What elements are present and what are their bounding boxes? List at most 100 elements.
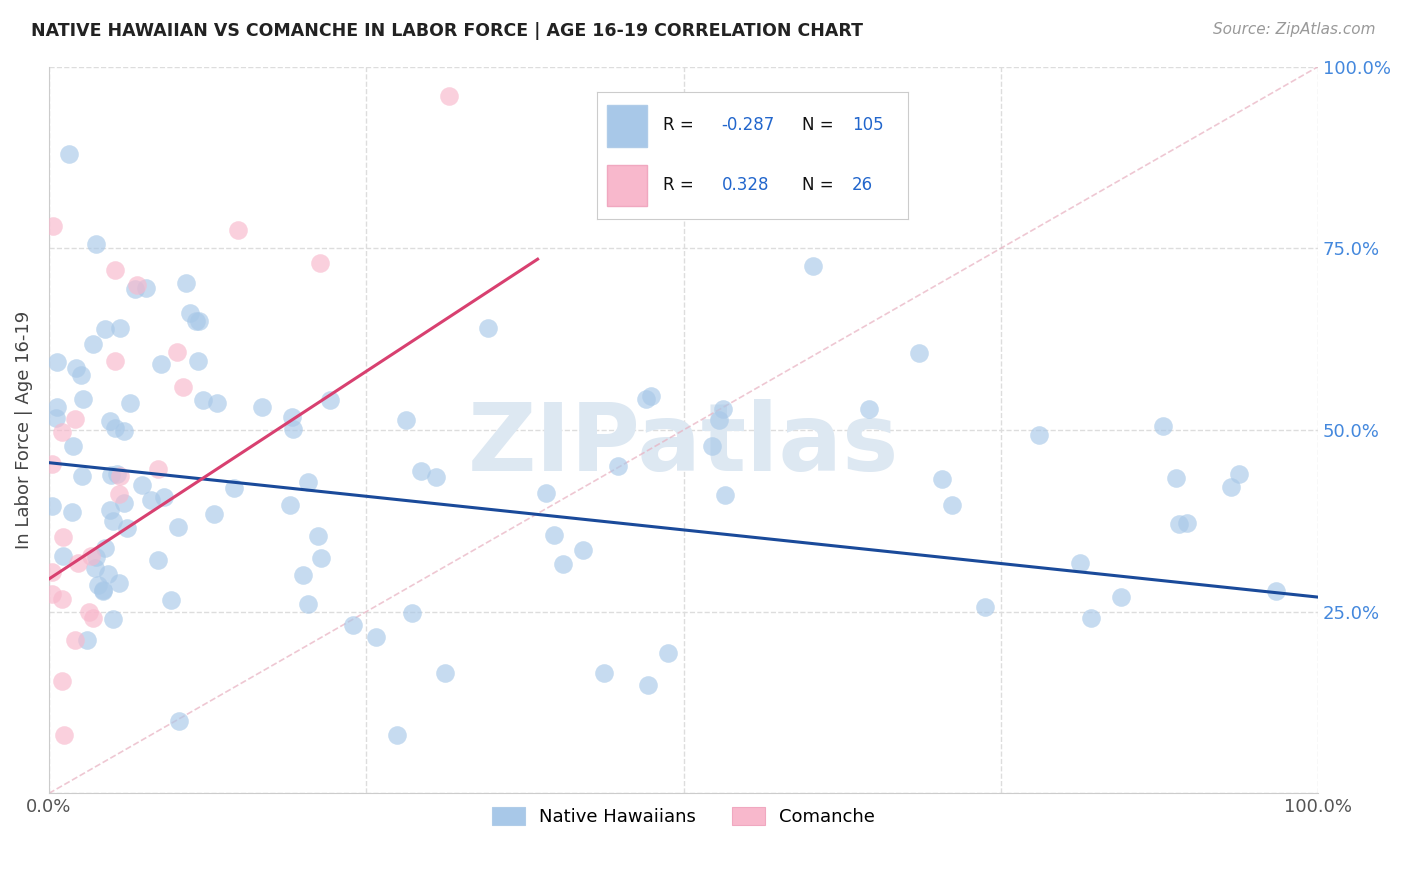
- Comanche: [52, 530, 75, 544]
- Native Hawaiians: [342, 617, 364, 632]
- Comanche: [125, 278, 148, 293]
- Native Hawaiians: [94, 541, 117, 556]
- Native Hawaiians: [1177, 516, 1199, 530]
- Native Hawaiians: [62, 439, 84, 453]
- Native Hawaiians: [395, 413, 418, 427]
- Native Hawaiians: [707, 413, 730, 427]
- Native Hawaiians: [160, 593, 183, 607]
- Native Hawaiians: [112, 495, 135, 509]
- Native Hawaiians: [84, 237, 107, 252]
- Native Hawaiians: [711, 401, 734, 416]
- Native Hawaiians: [551, 557, 574, 571]
- Native Hawaiians: [534, 486, 557, 500]
- Native Hawaiians: [702, 439, 724, 453]
- Y-axis label: In Labor Force | Age 16-19: In Labor Force | Age 16-19: [15, 310, 32, 549]
- Native Hawaiians: [98, 503, 121, 517]
- Comanche: [66, 556, 89, 570]
- Native Hawaiians: [657, 646, 679, 660]
- Native Hawaiians: [477, 321, 499, 335]
- Comanche: [41, 457, 63, 471]
- Native Hawaiians: [1080, 611, 1102, 625]
- Native Hawaiians: [1264, 583, 1286, 598]
- Comanche: [146, 462, 169, 476]
- Native Hawaiians: [425, 469, 447, 483]
- Native Hawaiians: [278, 498, 301, 512]
- Native Hawaiians: [1152, 419, 1174, 434]
- Native Hawaiians: [637, 678, 659, 692]
- Native Hawaiians: [86, 578, 108, 592]
- Comanche: [166, 344, 188, 359]
- Native Hawaiians: [434, 665, 457, 680]
- Native Hawaiians: [46, 355, 69, 369]
- Native Hawaiians: [543, 528, 565, 542]
- Comanche: [80, 549, 103, 563]
- Native Hawaiians: [931, 472, 953, 486]
- Native Hawaiians: [108, 575, 131, 590]
- Comanche: [52, 728, 75, 742]
- Native Hawaiians: [108, 321, 131, 335]
- Native Hawaiians: [167, 519, 190, 533]
- Native Hawaiians: [93, 583, 115, 598]
- Native Hawaiians: [307, 529, 329, 543]
- Native Hawaiians: [131, 478, 153, 492]
- Native Hawaiians: [1229, 467, 1251, 482]
- Native Hawaiians: [118, 396, 141, 410]
- Native Hawaiians: [572, 543, 595, 558]
- Native Hawaiians: [91, 582, 114, 597]
- Native Hawaiians: [124, 282, 146, 296]
- Comanche: [309, 256, 332, 270]
- Legend: Native Hawaiians, Comanche: Native Hawaiians, Comanche: [484, 797, 884, 835]
- Native Hawaiians: [65, 360, 87, 375]
- Comanche: [110, 469, 132, 483]
- Native Hawaiians: [117, 521, 139, 535]
- Comanche: [51, 674, 73, 689]
- Text: Source: ZipAtlas.com: Source: ZipAtlas.com: [1212, 22, 1375, 37]
- Native Hawaiians: [858, 401, 880, 416]
- Native Hawaiians: [973, 599, 995, 614]
- Native Hawaiians: [41, 499, 63, 513]
- Native Hawaiians: [69, 368, 91, 382]
- Comanche: [63, 632, 86, 647]
- Native Hawaiians: [1167, 516, 1189, 531]
- Native Hawaiians: [45, 411, 67, 425]
- Native Hawaiians: [1220, 480, 1243, 494]
- Comanche: [51, 425, 73, 439]
- Native Hawaiians: [281, 422, 304, 436]
- Native Hawaiians: [98, 414, 121, 428]
- Native Hawaiians: [713, 488, 735, 502]
- Native Hawaiians: [1028, 428, 1050, 442]
- Text: NATIVE HAWAIIAN VS COMANCHE IN LABOR FORCE | AGE 16-19 CORRELATION CHART: NATIVE HAWAIIAN VS COMANCHE IN LABOR FOR…: [31, 22, 863, 40]
- Native Hawaiians: [82, 336, 104, 351]
- Native Hawaiians: [174, 276, 197, 290]
- Native Hawaiians: [100, 468, 122, 483]
- Native Hawaiians: [104, 421, 127, 435]
- Native Hawaiians: [636, 392, 658, 406]
- Native Hawaiians: [76, 632, 98, 647]
- Comanche: [104, 263, 127, 277]
- Native Hawaiians: [52, 549, 75, 563]
- Native Hawaiians: [70, 469, 93, 483]
- Native Hawaiians: [96, 566, 118, 581]
- Comanche: [42, 219, 65, 234]
- Native Hawaiians: [179, 306, 201, 320]
- Native Hawaiians: [146, 553, 169, 567]
- Native Hawaiians: [1109, 591, 1132, 605]
- Native Hawaiians: [45, 401, 67, 415]
- Native Hawaiians: [187, 353, 209, 368]
- Native Hawaiians: [801, 259, 824, 273]
- Comanche: [104, 354, 127, 368]
- Comanche: [63, 411, 86, 425]
- Native Hawaiians: [297, 475, 319, 489]
- Native Hawaiians: [207, 396, 229, 410]
- Native Hawaiians: [364, 631, 387, 645]
- Comanche: [82, 611, 104, 625]
- Native Hawaiians: [188, 314, 211, 328]
- Native Hawaiians: [169, 714, 191, 728]
- Native Hawaiians: [222, 481, 245, 495]
- Native Hawaiians: [112, 424, 135, 438]
- Native Hawaiians: [385, 728, 408, 742]
- Native Hawaiians: [103, 611, 125, 625]
- Native Hawaiians: [184, 314, 207, 328]
- Native Hawaiians: [101, 514, 124, 528]
- Comanche: [172, 380, 194, 394]
